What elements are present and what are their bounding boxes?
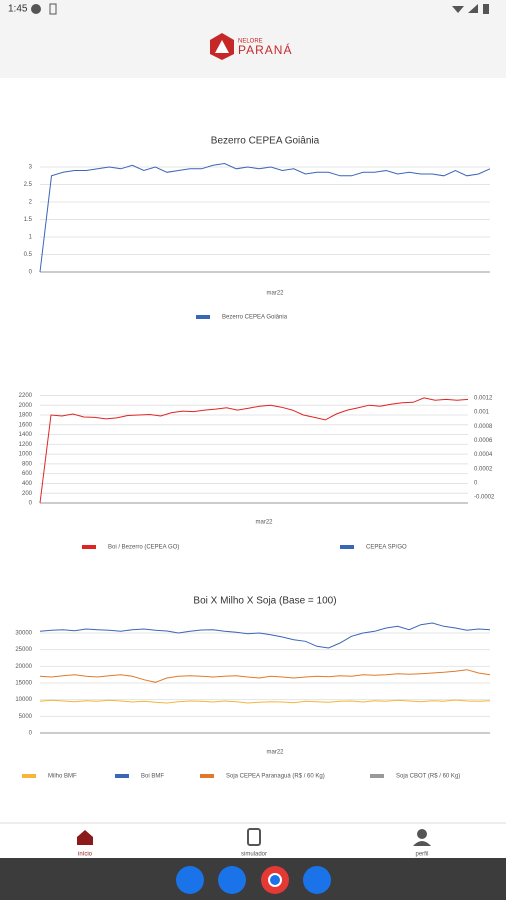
y2-tick-label: 0.001 [474, 410, 490, 416]
legend-label: Boi / Bezerro (CEPEA GO) [108, 545, 179, 551]
legend-label: CEPEA SP/GO [366, 545, 407, 551]
legend-label: Soja CBOT (R$ / 60 Kg) [396, 774, 460, 780]
y2-tick-label: 0.0004 [474, 452, 493, 458]
app-icon[interactable] [218, 866, 246, 894]
app-icon[interactable] [176, 866, 204, 894]
chart-title: Bezerro CEPEA Goiânia [211, 136, 320, 147]
series-line [39, 622, 491, 649]
legend-swatch [82, 545, 96, 549]
app-icon[interactable] [268, 873, 282, 887]
series-line [39, 699, 491, 704]
x-tick-label: mar22 [255, 520, 273, 526]
y-tick-label: 5000 [19, 714, 33, 720]
time: 1:45 [8, 4, 28, 15]
y2-tick-label: -0.0002 [474, 495, 495, 501]
header-bg [0, 0, 506, 78]
y-tick-label: 2.5 [24, 182, 33, 188]
y-tick-label: 30000 [15, 631, 32, 637]
y-tick-label: 0.5 [24, 252, 33, 258]
logo-big: PARANÁ [238, 42, 292, 57]
battery [483, 4, 489, 14]
profile-icon[interactable] [413, 841, 431, 846]
y-tick-label: 0 [29, 270, 33, 276]
y-tick-label: 2 [29, 200, 33, 206]
legend-label: Milho BMF [48, 774, 77, 780]
legend-label: Boi BMF [141, 774, 164, 780]
status-icon [31, 4, 41, 14]
series-line [39, 162, 491, 273]
legend-swatch [200, 774, 214, 778]
legend-swatch [370, 774, 384, 778]
wifi [452, 6, 464, 13]
system-bar [0, 858, 506, 900]
legend-label: Bezerro CEPEA Goiânia [222, 315, 288, 321]
y-tick-label: 3 [29, 165, 33, 171]
signal [468, 4, 478, 13]
y2-tick-label: 0 [474, 480, 478, 486]
profile-icon[interactable] [417, 829, 427, 839]
legend-swatch [115, 774, 129, 778]
logo-icon [215, 40, 229, 53]
nav-label[interactable]: perfil [415, 852, 428, 858]
legend-swatch [340, 545, 354, 549]
logo-small: NELORE [238, 39, 263, 45]
series-line [39, 669, 491, 683]
y-tick-label: 25000 [15, 647, 32, 653]
y-tick-label: 1800 [19, 413, 33, 419]
status-icon [49, 3, 57, 15]
app-icon[interactable] [303, 866, 331, 894]
y-tick-label: 800 [22, 461, 33, 467]
nav-label[interactable]: início [78, 852, 93, 858]
y-tick-label: 1200 [19, 442, 33, 448]
y2-tick-label: 0.0008 [474, 424, 493, 430]
y2-tick-label: 0.0006 [474, 438, 493, 444]
legend-swatch [196, 315, 210, 319]
calc-icon[interactable] [247, 828, 261, 846]
y-tick-label: 10000 [15, 697, 32, 703]
series-line [39, 397, 469, 504]
y-tick-label: 1600 [19, 422, 33, 428]
y-tick-label: 1400 [19, 432, 33, 438]
chart-title: Boi X Milho X Soja (Base = 100) [193, 596, 336, 607]
x-tick-label: mar22 [266, 750, 284, 756]
y-tick-label: 0 [29, 501, 33, 507]
y-tick-label: 20000 [15, 664, 32, 670]
y2-tick-label: 0.0002 [474, 466, 493, 472]
y-tick-label: 2200 [19, 393, 33, 399]
y-tick-label: 1.5 [24, 217, 33, 223]
y2-tick-label: 0.0012 [474, 396, 493, 402]
y-tick-label: 200 [22, 491, 33, 497]
y-tick-label: 1000 [19, 452, 33, 458]
legend-swatch [22, 774, 36, 778]
home-icon[interactable] [77, 830, 93, 845]
y-tick-label: 2000 [19, 403, 33, 409]
y-tick-label: 0 [29, 731, 33, 737]
y-tick-label: 600 [22, 471, 33, 477]
nav-label[interactable]: simulador [241, 852, 267, 858]
y-tick-label: 1 [29, 235, 33, 241]
x-tick-label: mar22 [266, 291, 284, 297]
legend-label: Soja CEPEA Paranaguá (R$ / 60 Kg) [226, 774, 325, 780]
y-tick-label: 15000 [15, 681, 32, 687]
y-tick-label: 400 [22, 481, 33, 487]
